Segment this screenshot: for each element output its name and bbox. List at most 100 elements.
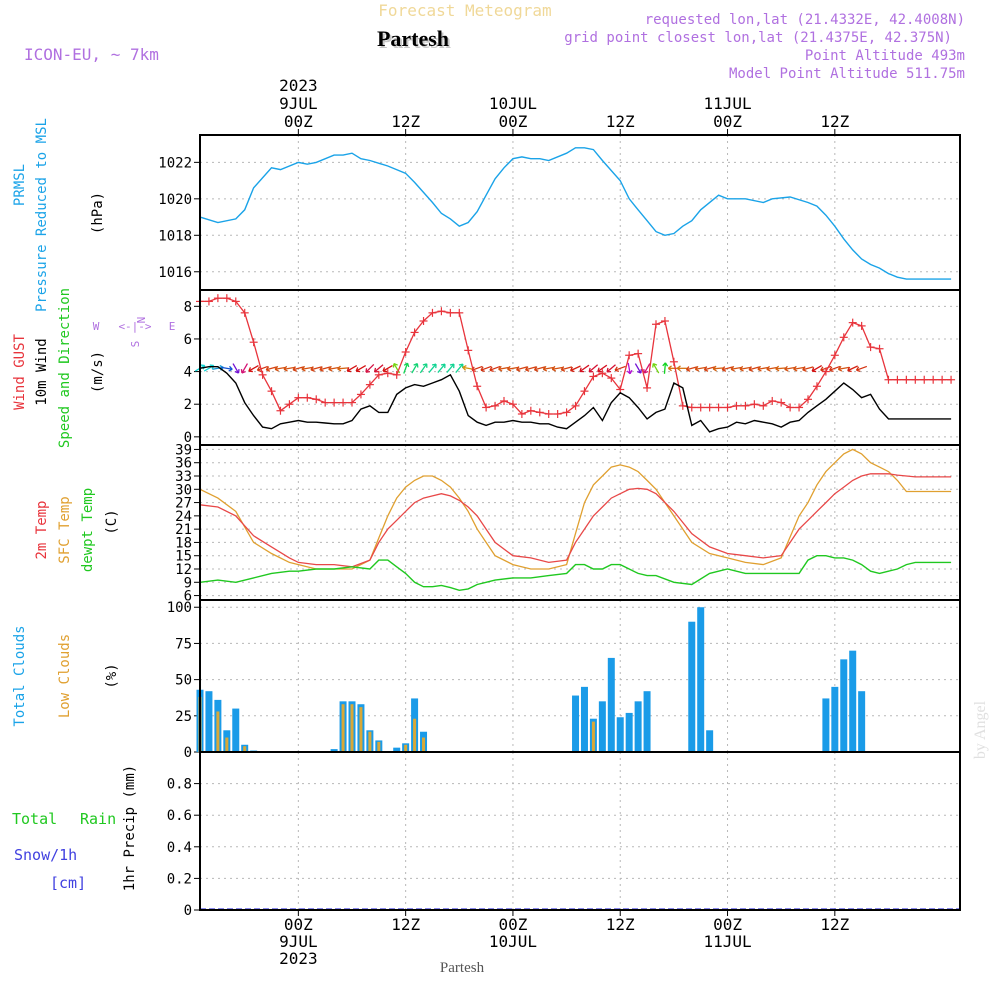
wind-direction-arrow (739, 366, 751, 370)
wind-arrow-head (524, 366, 529, 371)
grid-point-coords: grid point closest lon,lat (21.4375E, 42… (564, 30, 952, 46)
wind-direction-arrow (588, 364, 599, 373)
y-tick-label: 8 (184, 299, 192, 315)
wind-direction-arrow (355, 365, 367, 372)
y-tick-label: 21 (175, 522, 192, 538)
total-cloud-bar (840, 659, 848, 752)
wind-arrow-head (636, 370, 642, 374)
total-cloud-bar (849, 650, 857, 752)
wind-direction-arrow (525, 366, 537, 371)
wind-arrow-head (802, 366, 806, 371)
wind-arrow-head (498, 365, 502, 370)
y-tick-label: 0.6 (167, 808, 192, 824)
wind-direction-arrow (838, 366, 850, 370)
wind-arrow-head (685, 366, 690, 371)
wind-direction-arrow (346, 365, 358, 372)
wind-direction-arrow (498, 366, 510, 370)
wind-direction-arrow (480, 365, 492, 371)
wind-direction-arrow (775, 367, 787, 370)
total-cloud-bar (572, 695, 580, 752)
x-tick-label-bottom: 9JUL (279, 932, 318, 951)
x-tick-label-top: 00Z (713, 112, 742, 131)
wind-arrow-head (489, 366, 493, 371)
low-cloud-bar (216, 711, 220, 752)
wind-arrow-head (516, 366, 520, 371)
wind-arrow-head (579, 367, 582, 372)
wind-direction-arrow (784, 366, 796, 370)
wind-arrow-head (676, 365, 681, 369)
wind-arrow-head (829, 366, 833, 371)
wind-direction-arrow (257, 365, 268, 371)
wind-arrow-head (721, 366, 726, 371)
temp-sfc-label: SFC Temp (57, 496, 73, 563)
wind-arrow-head (837, 365, 842, 370)
wind-direction-arrow (374, 364, 384, 373)
y-tick-label: 36 (175, 456, 192, 472)
plot-layer: 1016101810201022024686912151821242730333… (158, 76, 961, 968)
wind-arrow-head (606, 367, 609, 372)
x-tick-label-bottom: 00Z (713, 915, 742, 934)
wind-arrow-head (811, 367, 815, 372)
wind-arrow-head (793, 365, 797, 370)
low-cloud-bar (243, 746, 247, 752)
wind-arrow-head (373, 367, 377, 372)
wind-direction-arrow (462, 366, 474, 370)
x-tick-label-top: 00Z (498, 112, 527, 131)
wind-arrow-head (382, 367, 386, 372)
wind-gust-label: Wind GUST (12, 334, 28, 410)
wind-direction-arrow (403, 362, 409, 374)
wind-direction-arrow (319, 366, 331, 371)
wind-arrow-head (847, 366, 851, 371)
x-tick-label-top: 12Z (820, 112, 849, 131)
temp-unit: (C) (104, 509, 120, 534)
low-cloud-bar (350, 704, 354, 752)
wind-direction-arrow (597, 364, 608, 373)
wind-direction-arrow (579, 364, 590, 373)
x-tick-label-bottom: 11JUL (703, 932, 751, 951)
y-tick-label: 1020 (158, 192, 192, 208)
wind-direction-arrow (686, 366, 698, 371)
precip-total-label: Total (12, 810, 57, 828)
wind-arrow-head (652, 362, 658, 366)
y-tick-label: 9 (184, 575, 192, 591)
y-tick-label: 12 (175, 562, 192, 578)
wind-direction-arrow (643, 363, 651, 374)
x-tick-label-top: 11JUL (703, 94, 751, 113)
y-tick-label: 25 (175, 709, 192, 725)
wind-direction-arrow (847, 365, 858, 372)
wind-gust-line (200, 297, 952, 415)
panel-frame (199, 444, 961, 601)
y-tick-label: 100 (167, 600, 192, 616)
precip-cm-label: [cm] (50, 874, 86, 892)
total-cloud-bar (706, 730, 714, 752)
wind-arrow-head (820, 366, 824, 371)
x-tick-label-top: 9JUL (279, 94, 318, 113)
wind-arrow-head (626, 370, 631, 375)
wind-direction-arrow (274, 366, 286, 370)
wind-direction-arrow (382, 365, 393, 372)
wind-arrow-head (533, 366, 538, 371)
wind-direction-arrow (652, 363, 660, 374)
wind-arrow-head (365, 368, 368, 373)
total-cloud-bar (697, 607, 705, 752)
x-tick-label-top: 10JUL (489, 94, 537, 113)
wind-arrow-head (234, 370, 239, 374)
wind-arrow-head (569, 366, 573, 371)
wind-compass: N S W E <-|-> (93, 317, 176, 348)
wind-arrow-head (614, 366, 618, 371)
wind-direction-arrow (552, 366, 564, 370)
total-cloud-bar (831, 686, 839, 752)
low-cloud-bar (591, 721, 595, 752)
wind-direction-arrow (455, 363, 464, 373)
wind-arrow-head (319, 366, 323, 371)
wind-direction-arrow (301, 366, 313, 370)
requested-coords: requested lon,lat (21.4332E, 42.4008N) (645, 12, 965, 28)
wind-arrow-head (337, 365, 341, 370)
wind-arrow-head (775, 365, 780, 370)
wind-arrow-head (301, 365, 306, 370)
wind-direction-arrow (722, 366, 734, 371)
total-cloud-bar (643, 691, 651, 752)
y-tick-label: 39 (175, 442, 192, 458)
panel-frame (199, 751, 961, 911)
wind-direction-arrow (365, 363, 375, 373)
